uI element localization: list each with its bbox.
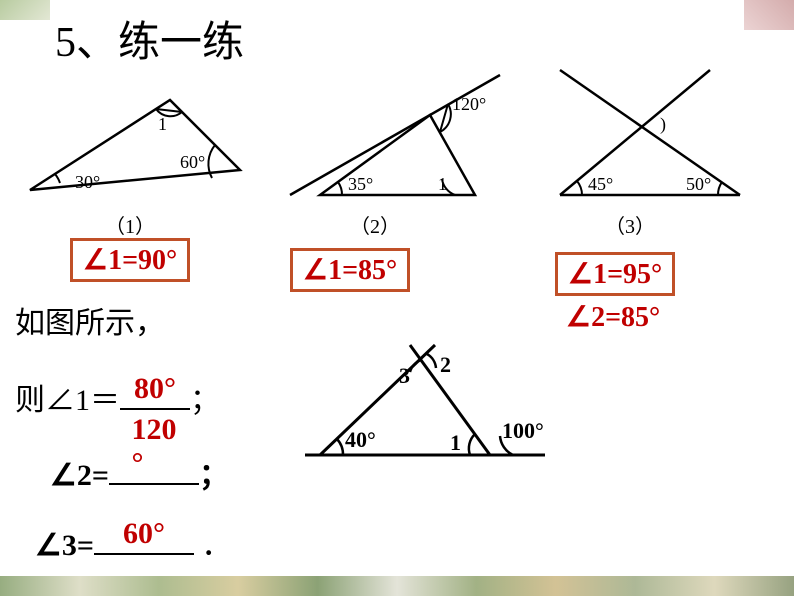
figure-1-label: （1） [105,210,155,239]
svg-text:50°: 50° [686,174,711,194]
answer-2: 120 ° [132,413,177,481]
answer-1: 80° [134,372,176,406]
line1-prefix: 则∠1＝ [15,384,120,417]
decoration-top-left [0,0,50,20]
lower-line-1: 则∠1＝ 80° ； [15,375,220,419]
svg-text:120°: 120° [452,94,486,114]
svg-text:60°: 60° [180,152,205,172]
line2-prefix: ∠2= [50,459,109,492]
svg-text:1: 1 [438,174,447,194]
figure-3-triangle: 45° 50° ) [540,60,770,205]
svg-text:3: 3 [399,363,410,388]
lower-line-2: ∠2=120 °； [50,450,229,494]
page-title: 5、练一练 [55,8,244,69]
figure-2-label: （2） [350,210,400,239]
answer-3: 60° [123,517,165,551]
figure-3-label: （3） [605,210,655,239]
line3-suffix: ． [194,529,232,562]
svg-text:2: 2 [440,352,451,377]
svg-text:40°: 40° [345,427,376,452]
line2-suffix: ； [199,459,229,492]
figure-1-answer: ∠1=90° [70,238,190,282]
svg-text:100°: 100° [502,418,544,443]
svg-text:30°: 30° [75,172,100,192]
svg-text:35°: 35° [348,174,373,194]
svg-text:1: 1 [450,430,461,455]
figure-2-triangle: 35° 1 120° [280,60,510,205]
lower-diagram: 40° 100° 1 2 3 [295,330,555,470]
lower-intro: 如图所示， [15,298,165,342]
line1-suffix: ； [190,384,220,417]
svg-text:45°: 45° [588,174,613,194]
figure-1-triangle: 30° 60° 1 [20,70,250,200]
svg-text:): ) [660,114,666,135]
lower-line-3: ∠3= 60° ． [35,520,232,564]
decoration-bottom [0,576,794,596]
svg-text:1: 1 [158,114,167,134]
figure-3-answer-1: ∠1=95° [555,252,675,296]
figure-3-answer-2: ∠2=85° [566,300,660,334]
line3-prefix: ∠3= [35,529,94,562]
decoration-top-right [744,0,794,30]
figure-2-answer: ∠1=85° [290,248,410,292]
